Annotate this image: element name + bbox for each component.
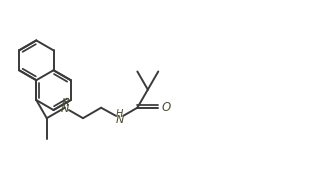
- Text: N: N: [61, 104, 69, 114]
- Text: H: H: [61, 98, 69, 108]
- Text: O: O: [162, 101, 171, 114]
- Text: H: H: [116, 109, 123, 119]
- Text: N: N: [115, 115, 124, 125]
